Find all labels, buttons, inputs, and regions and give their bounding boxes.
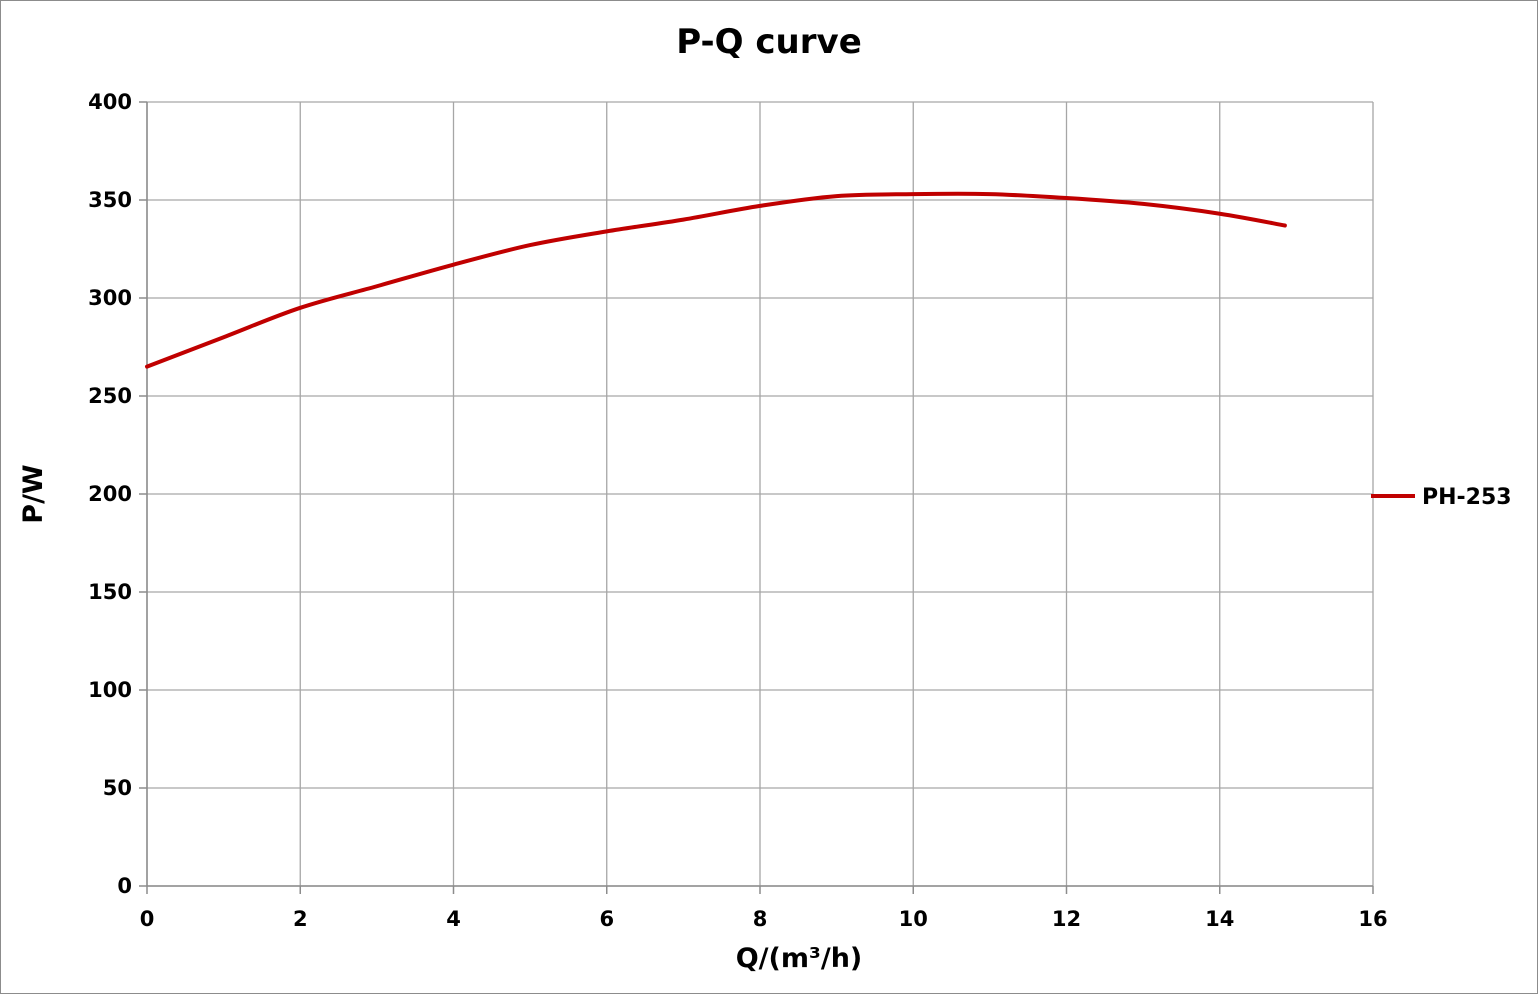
y-axis-tick-labels: 0 50 100 150 200 250 300 350 400: [88, 90, 132, 898]
x-tick-label: 4: [446, 907, 461, 931]
series-lines: [145, 191, 1287, 369]
x-tick-label: 6: [599, 907, 614, 931]
series-line-ph-253: [145, 191, 1287, 369]
legend-label-ph-253: PH-253: [1422, 485, 1512, 510]
y-tick-label: 400: [88, 90, 132, 114]
y-tick-label: 150: [88, 580, 132, 604]
grid-lines: [146, 101, 1374, 887]
x-tick-label: 14: [1205, 907, 1234, 931]
y-tick-label: 300: [88, 286, 132, 310]
x-tick-label: 10: [899, 907, 928, 931]
chart-title: P-Q curve: [676, 22, 862, 62]
y-tick-label: 100: [88, 678, 132, 702]
y-tick-label: 350: [88, 188, 132, 212]
x-tick-label: 2: [293, 907, 308, 931]
x-tick-label: 0: [140, 907, 155, 931]
legend: PH-253: [1371, 485, 1512, 510]
x-tick-label: 12: [1052, 907, 1081, 931]
y-axis-title: P/W: [18, 464, 49, 523]
y-tick-label: 200: [88, 482, 132, 506]
x-tick-label: 8: [753, 907, 768, 931]
y-tick-label: 0: [117, 874, 132, 898]
x-axis-title: Q/(m³/h): [736, 943, 863, 974]
y-tick-label: 250: [88, 384, 132, 408]
axes: [139, 101, 1374, 894]
x-axis-tick-labels: 0 2 4 6 8 10 12 14 16: [140, 907, 1388, 931]
y-tick-label: 50: [103, 776, 132, 800]
x-tick-label: 16: [1358, 907, 1387, 931]
